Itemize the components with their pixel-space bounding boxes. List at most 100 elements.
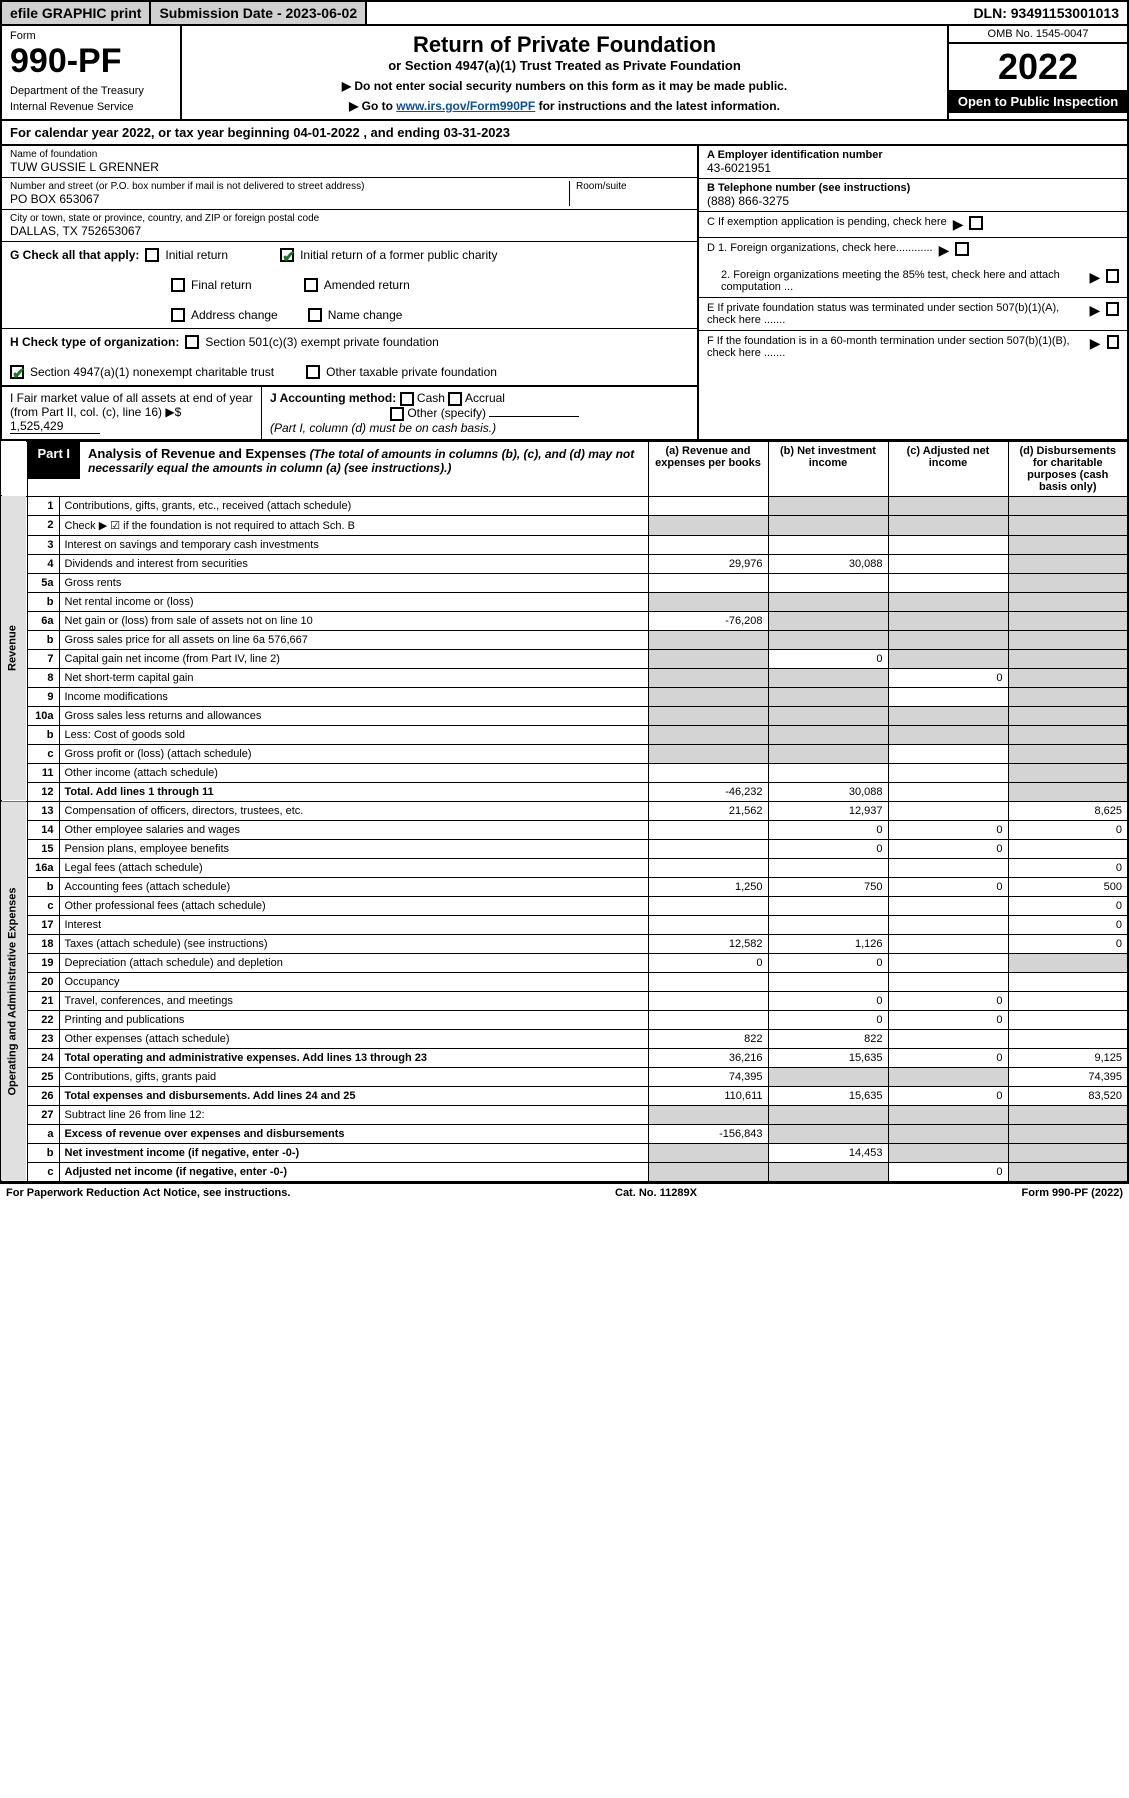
row-number: 27 <box>27 1105 59 1124</box>
amount-cell <box>888 1029 1008 1048</box>
amount-cell <box>648 649 768 668</box>
amount-cell <box>1008 573 1128 592</box>
checkbox-d1[interactable] <box>955 242 969 256</box>
j-label: J Accounting method: <box>270 391 396 405</box>
amount-cell <box>1008 991 1128 1010</box>
amount-cell <box>648 1143 768 1162</box>
amount-cell <box>768 763 888 782</box>
amount-cell <box>1008 782 1128 801</box>
foundation-address: PO BOX 653067 <box>10 192 569 206</box>
efile-print-button[interactable]: efile GRAPHIC print <box>2 2 151 24</box>
amount-cell <box>648 668 768 687</box>
d-row: D 1. Foreign organizations, check here..… <box>699 238 1127 298</box>
col-b-header: (b) Net investment income <box>768 441 888 496</box>
i-label: I Fair market value of all assets at end… <box>10 391 253 419</box>
checkbox-other-method[interactable] <box>390 407 404 421</box>
checkbox-f[interactable] <box>1107 335 1119 349</box>
checkbox-initial-return[interactable] <box>145 248 159 262</box>
row-number: 9 <box>27 687 59 706</box>
amount-cell <box>1008 611 1128 630</box>
row-number: 13 <box>27 801 59 820</box>
amount-cell <box>1008 1029 1128 1048</box>
info-right: A Employer identification number 43-6021… <box>697 146 1127 439</box>
row-number: b <box>27 1143 59 1162</box>
irs-label: Internal Revenue Service <box>10 101 172 113</box>
row-number: 2 <box>27 515 59 535</box>
checkbox-4947a1-trust[interactable] <box>10 365 24 379</box>
checkbox-cash[interactable] <box>400 392 414 406</box>
table-row: aExcess of revenue over expenses and dis… <box>1 1124 1128 1143</box>
arrow-icon: ▶ <box>1089 269 1100 293</box>
amount-cell <box>768 687 888 706</box>
amount-cell <box>768 515 888 535</box>
checkbox-name-change[interactable] <box>308 308 322 322</box>
checkbox-initial-former[interactable] <box>280 248 294 262</box>
amount-cell <box>648 858 768 877</box>
f-label: F If the foundation is in a 60-month ter… <box>707 335 1084 359</box>
amount-cell <box>768 668 888 687</box>
h-trust: Section 4947(a)(1) nonexempt charitable … <box>30 365 274 379</box>
e-label: E If private foundation status was termi… <box>707 302 1084 326</box>
amount-cell <box>888 706 1008 725</box>
amount-cell <box>888 515 1008 535</box>
table-row: 19Depreciation (attach schedule) and dep… <box>1 953 1128 972</box>
foundation-city: DALLAS, TX 752653067 <box>10 224 689 238</box>
arrow-icon: ▶ <box>1090 335 1101 352</box>
info-grid: Name of foundation TUW GUSSIE L GRENNER … <box>0 146 1129 441</box>
form-subtitle: or Section 4947(a)(1) Trust Treated as P… <box>188 58 941 73</box>
d1-label: D 1. Foreign organizations, check here..… <box>707 242 933 259</box>
row-number: 23 <box>27 1029 59 1048</box>
page-footer: For Paperwork Reduction Act Notice, see … <box>0 1183 1129 1202</box>
form990pf-link[interactable]: www.irs.gov/Form990PF <box>396 99 535 113</box>
part1-title-block: Analysis of Revenue and Expenses (The to… <box>80 442 647 479</box>
form-title: Return of Private Foundation <box>188 32 941 58</box>
row-description: Compensation of officers, directors, tru… <box>59 801 648 820</box>
checkbox-other-taxable[interactable] <box>306 365 320 379</box>
row-number: 15 <box>27 839 59 858</box>
table-row: 6aNet gain or (loss) from sale of assets… <box>1 611 1128 630</box>
amount-cell <box>888 592 1008 611</box>
amount-cell <box>1008 535 1128 554</box>
amount-cell <box>888 953 1008 972</box>
amount-cell: 14,453 <box>768 1143 888 1162</box>
checkbox-d2[interactable] <box>1106 269 1119 283</box>
checkbox-amended-return[interactable] <box>304 278 318 292</box>
table-row: 21Travel, conferences, and meetings00 <box>1 991 1128 1010</box>
table-row: cOther professional fees (attach schedul… <box>1 896 1128 915</box>
part1-header-cell: Part I Analysis of Revenue and Expenses … <box>27 441 648 496</box>
g-label: G Check all that apply: <box>10 248 139 262</box>
checkbox-accrual[interactable] <box>448 392 462 406</box>
h-check-row: H Check type of organization: Section 50… <box>2 329 697 386</box>
amount-cell <box>648 972 768 991</box>
amount-cell <box>888 1067 1008 1086</box>
checkbox-e[interactable] <box>1106 302 1119 316</box>
a-label: A Employer identification number <box>707 149 883 161</box>
amount-cell: 0 <box>1008 934 1128 953</box>
amount-cell: 0 <box>768 820 888 839</box>
top-bar: efile GRAPHIC print Submission Date - 20… <box>0 0 1129 26</box>
g-addr: Address change <box>191 308 278 322</box>
checkbox-final-return[interactable] <box>171 278 185 292</box>
room-label: Room/suite <box>576 181 689 192</box>
table-row: 18Taxes (attach schedule) (see instructi… <box>1 934 1128 953</box>
table-row: 7Capital gain net income (from Part IV, … <box>1 649 1128 668</box>
amount-cell <box>648 1105 768 1124</box>
amount-cell: 1,250 <box>648 877 768 896</box>
amount-cell <box>648 915 768 934</box>
amount-cell <box>888 915 1008 934</box>
checkbox-c[interactable] <box>969 216 983 230</box>
table-row: Operating and Administrative Expenses13C… <box>1 801 1128 820</box>
checkbox-501c3[interactable] <box>185 335 199 349</box>
arrow-icon: ▶ <box>1090 302 1101 319</box>
row-description: Occupancy <box>59 972 648 991</box>
amount-cell <box>768 915 888 934</box>
checkbox-address-change[interactable] <box>171 308 185 322</box>
city-cell: City or town, state or province, country… <box>2 210 697 242</box>
amount-cell <box>648 630 768 649</box>
amount-cell <box>1008 630 1128 649</box>
d2-label: 2. Foreign organizations meeting the 85%… <box>721 269 1083 293</box>
amount-cell <box>1008 1105 1128 1124</box>
dln-value: DLN: 93491153001013 <box>965 2 1127 24</box>
ein-value: 43-6021951 <box>707 161 771 175</box>
row-description: Subtract line 26 from line 12: <box>59 1105 648 1124</box>
